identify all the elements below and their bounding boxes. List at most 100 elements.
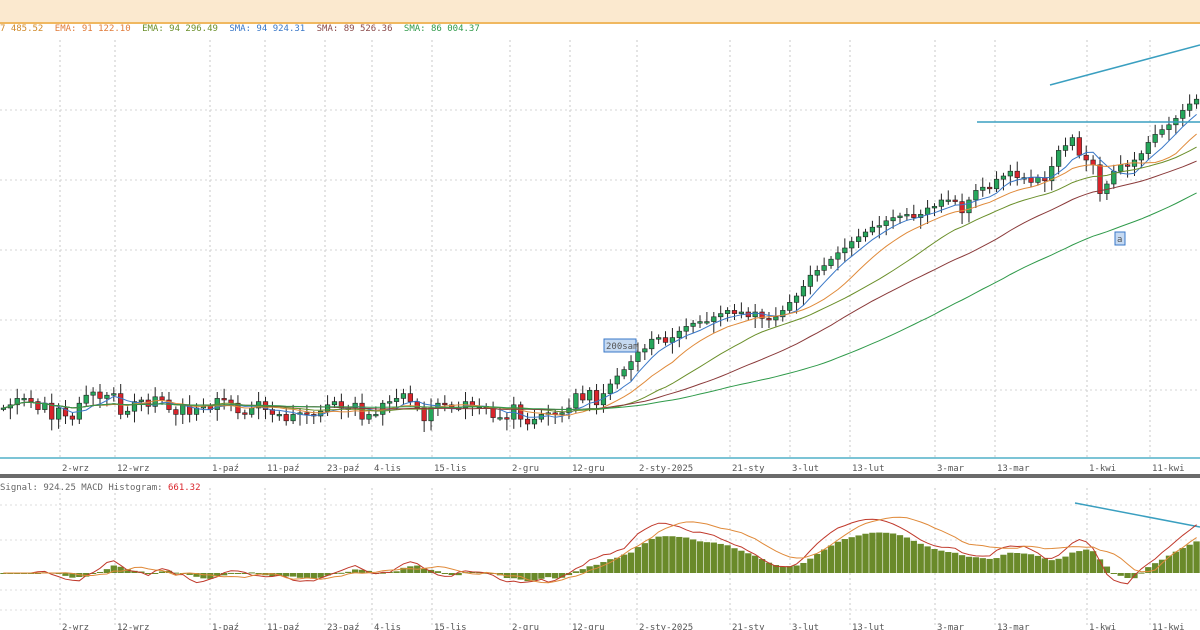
candle-body [331, 401, 338, 406]
x-tick-label: 4-lis [374, 464, 401, 474]
candle-body [952, 199, 958, 202]
x-tick-label: 12-wrz [117, 623, 150, 630]
macd-histogram-bar [1124, 573, 1131, 579]
x-tick-label: 11-kwi [1152, 623, 1185, 630]
candle-body [1069, 137, 1076, 146]
candle-body [35, 401, 41, 410]
macd-histogram-bar [152, 573, 159, 574]
x-tick-label: 11-paź [267, 623, 300, 630]
macd-histogram-bar [89, 573, 97, 574]
candle-body [290, 414, 296, 422]
candle-body [28, 398, 34, 402]
macd-histogram-bar [614, 557, 621, 573]
x-tick-label: 12-gru [572, 464, 605, 474]
macd-histogram-bar [338, 572, 345, 574]
macd-histogram-bar [1193, 541, 1200, 573]
macd-histogram-bar [455, 573, 462, 576]
legend-item: EMA: 91 122.10 [54, 24, 131, 34]
macd-histogram-bar [1145, 567, 1152, 573]
macd-histogram-bar [317, 573, 324, 578]
macd-histogram-bar [1103, 566, 1111, 573]
pane-divider[interactable] [0, 474, 1200, 478]
candle-body [1193, 98, 1200, 105]
macd-histogram-bar [200, 573, 207, 579]
legend-item: 7 485.52 [0, 24, 44, 34]
candle-body [1138, 153, 1144, 161]
macd-histogram-bar [296, 573, 304, 578]
candle-body [987, 186, 993, 190]
x-tick-label: 4-lis [374, 623, 401, 630]
macd-histogram-bar [193, 573, 200, 577]
macd-histogram-bar [220, 573, 228, 576]
candle-body [1166, 124, 1172, 130]
candle-body [21, 398, 27, 401]
candle-body [821, 265, 827, 271]
candle-body [69, 415, 76, 420]
candle-body [83, 394, 89, 404]
macd-histogram-bar [207, 573, 214, 579]
candle-body [1056, 150, 1062, 167]
x-tick-label: 15-lis [434, 464, 467, 474]
macd-histogram-bar [476, 572, 483, 574]
candle-body [635, 351, 641, 362]
macd-histogram-bar [710, 542, 717, 573]
macd-histogram-bar [772, 565, 780, 573]
candle-body [607, 383, 613, 394]
candle-body [704, 321, 710, 324]
macd-histogram-bar [558, 573, 566, 578]
candle-body [869, 226, 876, 233]
x-tick-label: 11-paź [267, 464, 300, 474]
macd-histogram-bar [814, 553, 821, 573]
macd-histogram-bar [565, 573, 573, 576]
candle-body [1180, 110, 1186, 119]
candle-body [1124, 164, 1131, 167]
candle-body [945, 199, 951, 202]
candle-body [828, 258, 834, 266]
macd-histogram-bar [689, 539, 697, 573]
candle-body [656, 337, 662, 340]
window-title-bar [0, 0, 1200, 24]
macd-histogram-bar [1165, 555, 1173, 573]
candle-body [966, 199, 972, 214]
x-tick-label: 3-mar [937, 464, 965, 474]
candle-body [793, 295, 800, 303]
indicator-legend: 7 485.52 EMA: 91 122.10 EMA: 94 296.49 S… [0, 24, 486, 38]
macd-histogram-label: MACD Histogram: [81, 483, 163, 493]
candle-body [228, 399, 234, 404]
candle-body [621, 369, 627, 377]
candle-body [138, 399, 144, 402]
candle-body [0, 407, 7, 410]
macd-histogram-bar [848, 537, 855, 573]
legend-item: SMA: 86 004.37 [403, 24, 480, 34]
macd-histogram-bar [827, 545, 835, 573]
x-tick-label: 1-kwi [1089, 623, 1116, 630]
candle-body [1083, 154, 1089, 161]
macd-histogram-bar [896, 535, 904, 573]
candle-body [800, 286, 807, 297]
x-tick-label: 23-paź [327, 623, 360, 630]
macd-histogram-bar [910, 540, 917, 573]
macd-histogram-bar [145, 573, 152, 574]
x-tick-label: 2-sty-2025 [639, 464, 693, 474]
candle-body [566, 407, 572, 414]
macd-histogram-bar [779, 566, 786, 573]
candle-body [124, 410, 131, 415]
candle-body [1118, 164, 1124, 172]
candle-body [276, 414, 282, 417]
macd-histogram-bar [324, 573, 331, 576]
candle-body [662, 337, 669, 343]
candle-body [242, 412, 248, 415]
macd-histogram-value: 661.32 [167, 483, 201, 493]
macd-histogram-bar [938, 550, 945, 573]
macd-histogram-bar [862, 533, 869, 573]
macd-histogram-bar [965, 556, 973, 573]
macd-histogram-bar [786, 566, 793, 573]
candle-body [407, 393, 413, 402]
x-tick-label: 12-gru [572, 623, 605, 630]
macd-histogram-bar [400, 567, 407, 573]
x-tick-label: 23-paź [327, 464, 360, 474]
label-200sam-box [603, 338, 637, 353]
macd-histogram-bar [841, 539, 848, 573]
candle-body [421, 407, 427, 422]
